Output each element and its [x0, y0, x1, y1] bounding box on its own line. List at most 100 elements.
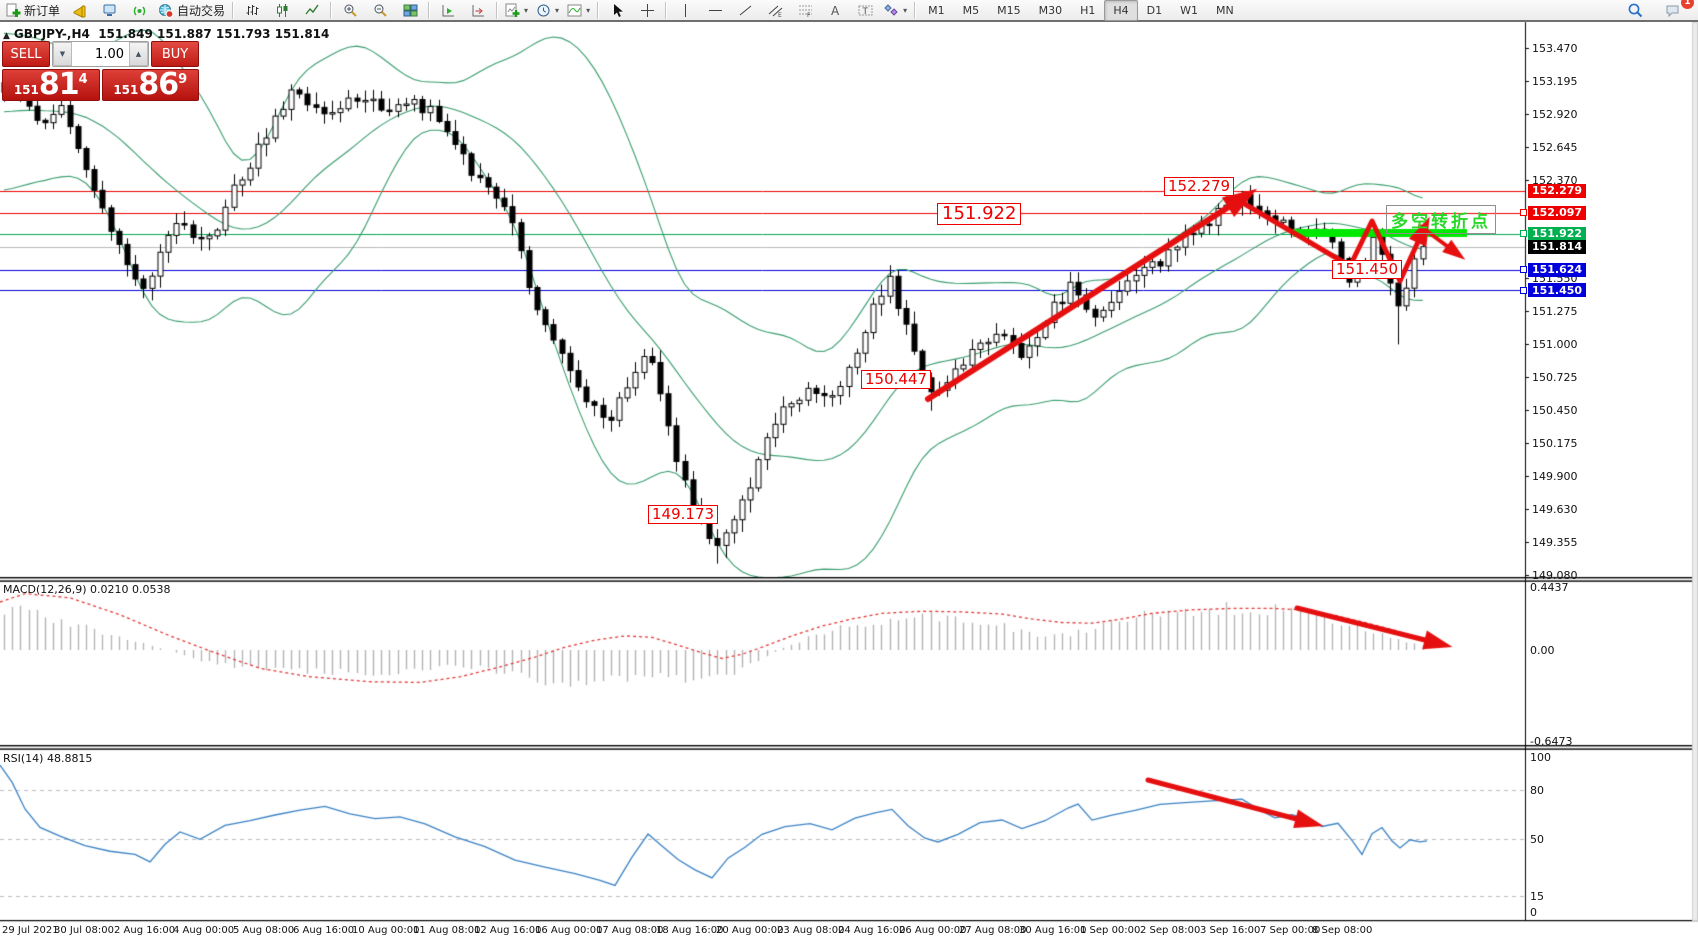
timeframe-label: D1: [1146, 3, 1163, 17]
macd-label: MACD(12,26,9) 0.0210 0.0538: [3, 583, 171, 596]
autotrade-button[interactable]: 自动交易: [154, 0, 229, 21]
timeframe-button-w1[interactable]: W1: [1171, 0, 1207, 21]
timeframe-label: H1: [1080, 3, 1096, 17]
chat-icon: [1665, 3, 1681, 18]
chevron-down-icon: ▾: [903, 5, 908, 15]
signals-button[interactable]: [124, 0, 154, 21]
shapes-button[interactable]: ▾: [880, 0, 911, 21]
autotrade-icon: [158, 3, 174, 18]
new-order-icon: [6, 3, 21, 18]
timeframe-label: M5: [962, 3, 980, 17]
timeframe-label: W1: [1180, 3, 1198, 17]
cursor-icon: [610, 3, 625, 18]
megaphone-icon: [72, 3, 87, 18]
auto-scroll-icon: [471, 3, 486, 18]
zoom-out-button[interactable]: [365, 0, 395, 21]
sell-price-box[interactable]: 151 81 4: [2, 69, 100, 101]
timeframe-button-mn[interactable]: MN: [1207, 0, 1243, 21]
buy-price-big: 86: [138, 67, 179, 102]
timeframe-button-m15[interactable]: M15: [988, 0, 1030, 21]
zoom-out-icon: [373, 3, 388, 18]
svg-text:T: T: [861, 7, 868, 17]
period-clock-icon: [536, 3, 551, 18]
new-chart-button[interactable]: ▾: [501, 0, 532, 21]
symbol-ohlc-values: 151.849 151.887 151.793 151.814: [98, 27, 330, 41]
bar-chart-button[interactable]: [237, 0, 267, 21]
zoom-in-icon: [343, 3, 358, 18]
text-button[interactable]: A: [820, 0, 850, 21]
indicators-button[interactable]: ▾: [563, 0, 594, 21]
timeframe-label: M1: [928, 3, 945, 17]
timeframe-label: H4: [1113, 3, 1129, 17]
search-button[interactable]: [1620, 0, 1650, 21]
volume-input[interactable]: 1.00: [95, 46, 124, 62]
svg-text:E: E: [778, 12, 782, 18]
timeframe-button-h4[interactable]: H4: [1104, 0, 1138, 21]
buy-price-box[interactable]: 151 86 9: [101, 67, 199, 102]
fibonacci-icon: F: [798, 3, 813, 18]
label-icon: T: [858, 3, 873, 18]
svg-text:A: A: [831, 4, 840, 18]
rsi-label: RSI(14) 48.8815: [3, 752, 93, 765]
market-data-icon: [102, 3, 117, 18]
candle-chart-icon: [275, 3, 290, 18]
sell-button[interactable]: SELL: [2, 41, 50, 67]
new-order-button[interactable]: 新订单: [2, 0, 64, 21]
volume-decrease-icon[interactable]: ▼: [53, 42, 72, 66]
volume-stepper[interactable]: ▼ 1.00 ▲: [52, 41, 149, 67]
line-chart-icon: [304, 3, 320, 18]
chat-button[interactable]: 1: [1658, 0, 1694, 21]
candle-chart-button[interactable]: [267, 0, 297, 21]
chevron-down-icon: ▾: [555, 5, 560, 15]
buy-button[interactable]: BUY: [151, 41, 199, 67]
shapes-icon: [884, 3, 899, 18]
crosshair-button[interactable]: [632, 0, 662, 21]
period-clock-button[interactable]: ▾: [532, 0, 563, 21]
sell-price-big: 81: [38, 67, 80, 102]
line-chart-button[interactable]: [297, 0, 327, 21]
toolbar-separator: [496, 1, 499, 19]
hline-button[interactable]: [700, 0, 730, 21]
timeframe-button-m30[interactable]: M30: [1030, 0, 1072, 21]
chart-shift-button[interactable]: [433, 0, 463, 21]
buy-price-small: 151: [113, 83, 139, 97]
trendline-button[interactable]: [730, 0, 760, 21]
timeframe-button-h1[interactable]: H1: [1071, 0, 1104, 21]
indicators-icon: [567, 3, 582, 18]
chevron-down-icon: ▾: [586, 5, 591, 15]
label-button[interactable]: T: [850, 0, 880, 21]
fibonacci-button[interactable]: F: [790, 0, 820, 21]
svg-text:F: F: [807, 12, 811, 18]
toolbar-button-label: 新订单: [24, 3, 61, 18]
tile-windows-button[interactable]: [395, 0, 425, 21]
bar-chart-icon: [245, 3, 260, 18]
sell-price-small: 151: [13, 83, 39, 97]
zoom-in-button[interactable]: [335, 0, 365, 21]
channel-button[interactable]: E: [760, 0, 790, 21]
timeframe-button-m1[interactable]: M1: [919, 0, 954, 21]
notification-count-badge: 1: [1681, 0, 1694, 9]
volume-increase-icon[interactable]: ▲: [129, 42, 148, 66]
one-click-trading-panel: SELL ▼ 1.00 ▲ BUY 151 81 4 151 86 9: [2, 41, 199, 101]
timeframe-label: MN: [1216, 3, 1234, 17]
new-chart-icon: [505, 3, 520, 18]
signals-icon: [132, 3, 147, 18]
timeframe-button-m5[interactable]: M5: [954, 0, 989, 21]
tile-windows-icon: [403, 3, 418, 18]
market-data-button[interactable]: [94, 0, 124, 21]
megaphone-button[interactable]: [64, 0, 94, 21]
auto-scroll-button[interactable]: [463, 0, 493, 21]
main-toolbar: 新订单 自动交易 ▾ ▾ ▾ E F A T ▾ M1 M5 M15 M30 H1 H4 D1 W1 MN 1: [0, 0, 1698, 22]
channel-icon: E: [768, 3, 783, 18]
vline-icon: [678, 3, 693, 18]
hline-icon: [708, 3, 723, 18]
symbol-name: GBPJPY-,H4: [13, 27, 90, 41]
timeframe-label: M30: [1038, 3, 1063, 17]
vline-button[interactable]: [670, 0, 700, 21]
timeframe-button-d1[interactable]: D1: [1138, 0, 1171, 21]
toolbar-right-group: 1: [1620, 0, 1696, 21]
buy-price-sup: 9: [178, 72, 188, 87]
collapse-panel-icon[interactable]: ▲: [3, 31, 10, 41]
cursor-button[interactable]: [602, 0, 632, 21]
